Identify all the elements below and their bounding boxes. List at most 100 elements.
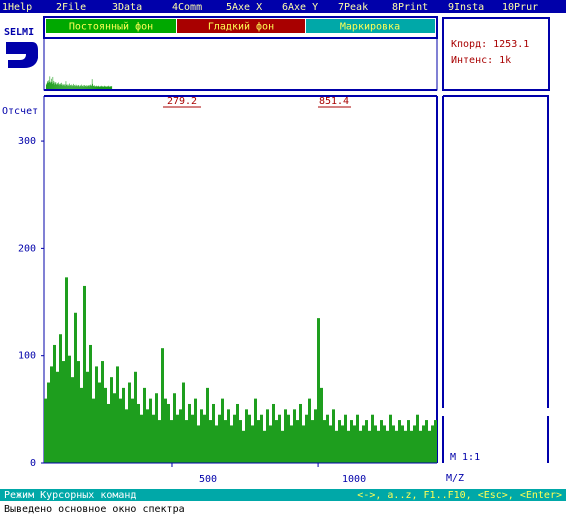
overview-bar	[53, 80, 55, 89]
bar	[287, 414, 290, 463]
x-axis-label: M/Z	[446, 473, 464, 484]
menu-bar	[0, 0, 566, 13]
bar	[347, 430, 350, 463]
overview-bar	[90, 84, 91, 89]
bar	[398, 420, 401, 463]
menu-item[interactable]: 7Peak	[338, 2, 368, 13]
overview-bar	[109, 86, 111, 89]
bar	[422, 425, 425, 463]
bar	[350, 420, 353, 463]
overview-bar	[52, 83, 53, 89]
overview-bar	[63, 84, 65, 89]
overview-bar	[66, 84, 68, 89]
overview-bar	[97, 86, 98, 89]
overview-bar	[77, 86, 78, 89]
bar	[245, 409, 248, 463]
bar	[341, 425, 344, 463]
menu-item[interactable]: 6Axe Y	[282, 2, 318, 13]
bar	[149, 398, 152, 463]
overview-bar	[98, 85, 99, 89]
bar	[95, 366, 98, 463]
overview-bar	[69, 86, 71, 89]
button[interactable]: Маркировка	[340, 22, 400, 33]
overview-bar	[61, 82, 62, 89]
menu-item[interactable]: 8Print	[392, 2, 428, 13]
bar	[56, 371, 59, 463]
bar	[335, 430, 338, 463]
overview-bar	[46, 83, 48, 89]
overview-bar	[61, 84, 63, 89]
bar	[224, 420, 227, 463]
overview-bar	[83, 86, 85, 89]
overview-bar	[49, 82, 50, 89]
marker-label: 279.2	[167, 96, 197, 107]
overview-bar	[73, 86, 75, 89]
overview-bar	[50, 81, 51, 89]
overview-bar	[72, 85, 73, 89]
bar	[122, 387, 125, 463]
overview-bar	[57, 83, 58, 89]
overview-bar	[94, 86, 96, 89]
bar	[290, 425, 293, 463]
logo: SELMI	[4, 27, 34, 38]
bar	[323, 420, 326, 463]
cursor-intensity: Интенс: 1k	[451, 55, 511, 66]
bar	[167, 403, 170, 463]
overview-bar	[56, 83, 57, 89]
overview-bar	[56, 84, 58, 89]
overview-bar	[101, 86, 103, 89]
overview-bar	[107, 86, 109, 89]
overview-bar	[87, 85, 89, 89]
overview-bar	[51, 82, 53, 89]
bar	[125, 409, 128, 463]
bar	[233, 414, 236, 463]
overview-bar	[95, 86, 97, 89]
bar	[386, 430, 389, 463]
overview-bar	[84, 86, 86, 89]
overview-bar	[74, 86, 76, 89]
menu-item[interactable]: 3Data	[112, 2, 142, 13]
bar	[68, 355, 71, 463]
overview-bar	[72, 85, 74, 89]
cursor-panel	[442, 17, 550, 91]
bar	[377, 430, 380, 463]
menu-item[interactable]: 10Prur	[502, 2, 538, 13]
overview-bar	[70, 84, 71, 89]
bar	[203, 414, 206, 463]
cursor-coord: Кпорд: 1253.1	[451, 39, 529, 50]
overview-bar	[64, 84, 66, 89]
overview-bar	[98, 86, 100, 89]
bar	[278, 414, 281, 463]
menu-item[interactable]: 9Insta	[448, 2, 484, 13]
marker-label: 851.4	[319, 96, 349, 107]
bar	[284, 409, 287, 463]
overview-bar	[47, 82, 48, 89]
menu-item[interactable]: 2File	[56, 2, 86, 13]
bar	[419, 430, 422, 463]
bar	[197, 425, 200, 463]
overview-bar	[91, 79, 93, 89]
overview-bar	[65, 86, 66, 89]
overview-bar	[63, 85, 64, 89]
bar	[134, 371, 137, 463]
overview-bar	[104, 86, 106, 89]
bar	[179, 409, 182, 463]
button[interactable]: Постоянный фон	[69, 21, 153, 33]
menu-item[interactable]: 5Axe X	[226, 2, 262, 13]
bar	[425, 420, 428, 463]
overview-bar	[50, 83, 52, 89]
bar	[251, 425, 254, 463]
overview-bar	[51, 78, 52, 89]
button[interactable]: Гладкий фон	[208, 21, 274, 33]
button-bg	[306, 19, 435, 33]
bar	[50, 366, 53, 463]
bar	[236, 403, 239, 463]
bar	[359, 430, 362, 463]
overview-bar	[60, 83, 61, 89]
bar	[239, 420, 242, 463]
menu-item[interactable]: 4Comm	[172, 2, 202, 13]
bar	[98, 382, 101, 463]
bar	[65, 277, 68, 463]
menu-item[interactable]: 1Help	[2, 2, 32, 13]
overview-bar	[54, 84, 55, 89]
